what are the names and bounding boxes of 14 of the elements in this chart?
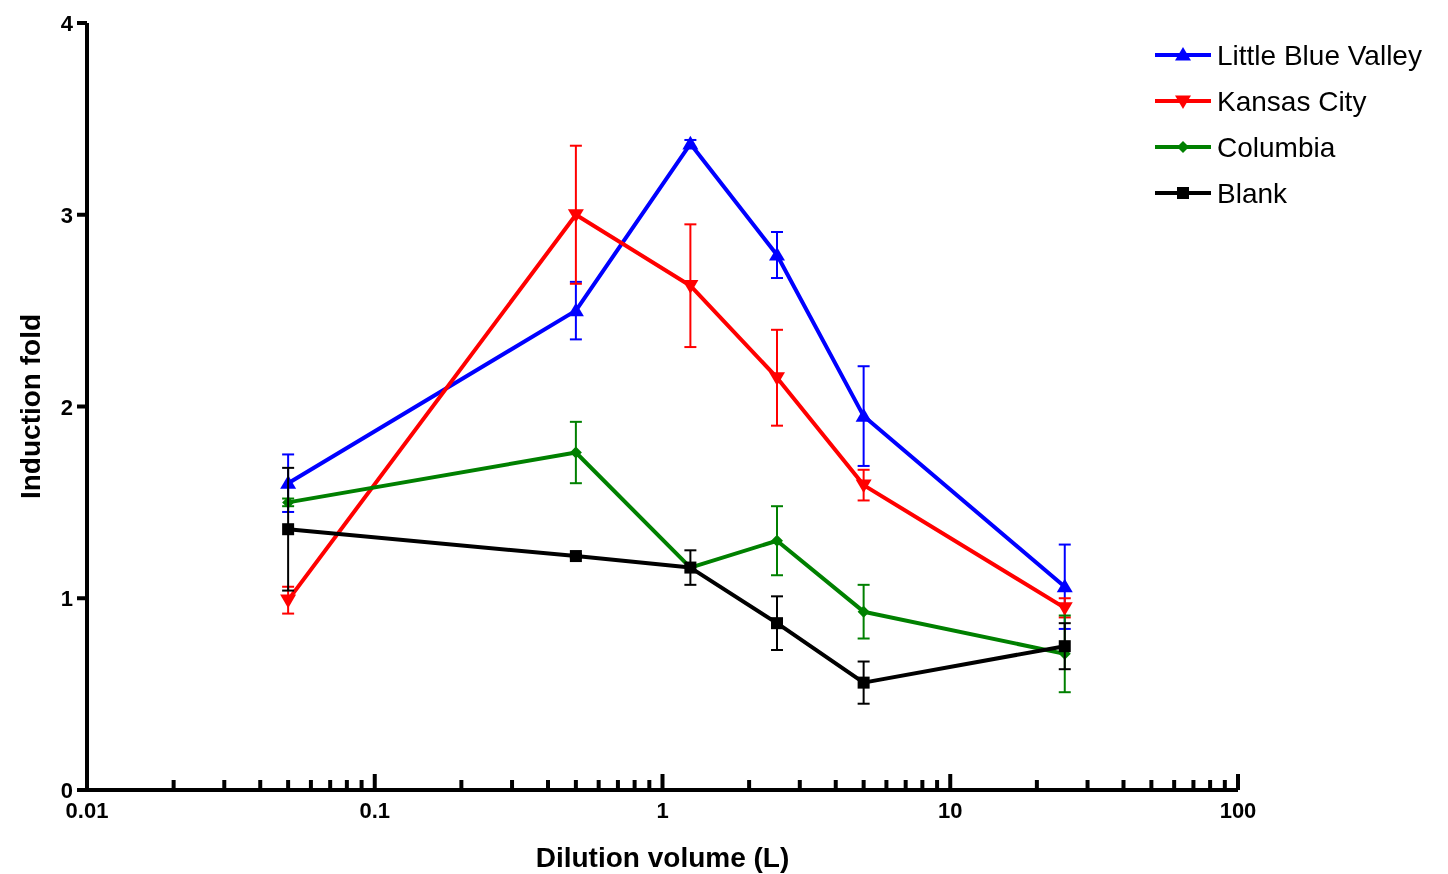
x-tick-label: 100 <box>1219 798 1257 823</box>
x-tick-label: 1 <box>656 798 669 823</box>
legend-label: Little Blue Valley <box>1217 40 1422 71</box>
y-axis-title: Induction fold <box>15 313 46 500</box>
legend-label: Kansas City <box>1217 86 1367 117</box>
x-axis-title: Dilution volume (L) <box>535 842 790 873</box>
y-tick-label: 1 <box>60 586 73 612</box>
legend-label: Blank <box>1217 178 1289 209</box>
y-tick-label: 3 <box>60 202 73 228</box>
y-tick-label: 4 <box>60 11 74 36</box>
legend-label: Columbia <box>1217 132 1336 163</box>
y-tick-label: 2 <box>60 394 73 420</box>
x-tick-label: 0.1 <box>359 798 391 823</box>
x-tick-label: 10 <box>938 798 963 823</box>
